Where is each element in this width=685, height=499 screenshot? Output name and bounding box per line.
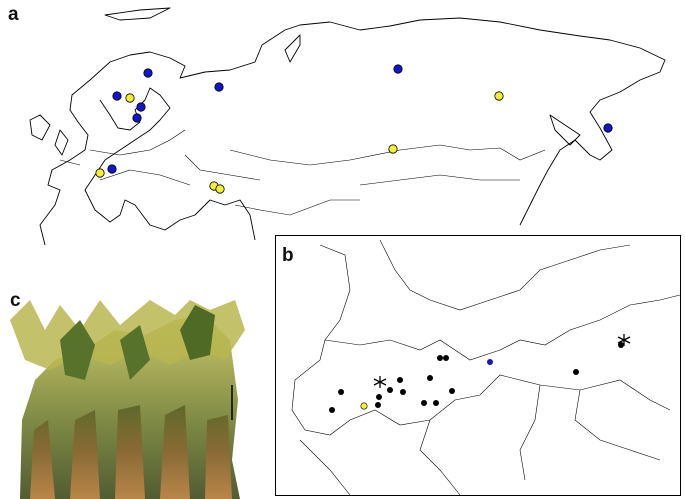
site-blue [603,123,613,133]
coastline [104,7,581,146]
site-black [376,394,382,400]
site-yellow [494,91,504,101]
coastline [29,114,69,156]
type-locality [617,334,631,346]
site-black [618,342,624,348]
border [324,294,681,361]
site-black [449,388,455,394]
site-yellow [125,93,135,103]
site-black [427,375,433,381]
panel-label: b [282,245,294,266]
panel-label: c [10,290,21,311]
coastline [39,17,666,246]
site-black [437,355,443,361]
site-black [433,400,439,406]
map-alps [275,235,681,496]
site-black [329,407,335,413]
inset-frame [275,235,681,496]
site-yellow [388,144,398,154]
site-blue [136,102,146,112]
site-black [387,387,393,393]
site-blue [143,68,153,78]
site-black [443,355,449,361]
site-yellow [360,402,368,410]
site-black [400,389,406,395]
site-black [573,369,579,375]
site-blue [214,82,224,92]
moss-photo [10,300,245,499]
panel-label: a [8,4,19,25]
site-black [421,400,427,406]
border [59,129,546,216]
site-black [375,402,381,408]
map-eurasia [29,7,666,246]
site-blue [112,91,122,101]
site-black [338,389,344,395]
site-blue [132,113,142,123]
site-blue [487,359,493,365]
site-blue [107,164,117,174]
border [291,244,671,436]
site-black [397,377,403,383]
site-yellow [215,184,225,194]
type-locality [373,376,387,388]
site-yellow [95,168,105,178]
border [299,239,661,496]
coastline [84,87,256,241]
site-blue [393,64,403,74]
